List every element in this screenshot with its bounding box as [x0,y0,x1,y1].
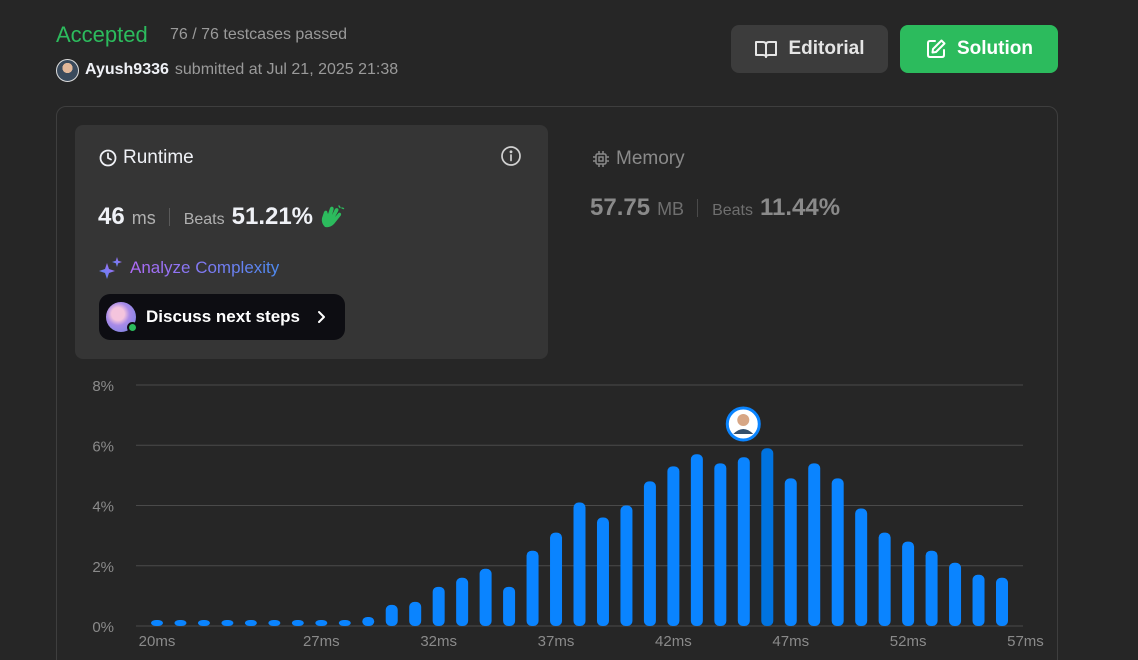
bar[interactable] [831,478,844,626]
username-link[interactable]: Ayush9336 [85,61,169,78]
bar[interactable] [362,616,375,626]
memory-label: Memory [616,148,685,169]
memory-value: 57.75 [590,194,651,221]
x-tick-label: 57ms [1007,633,1044,650]
bar[interactable] [808,463,821,626]
metric-divider [697,199,699,217]
x-tick-label: 47ms [772,633,809,650]
submitted-at-text: submitted at Jul 21, 2025 21:38 [174,61,399,78]
runtime-label: Runtime [123,147,194,168]
runtime-header: Runtime [99,147,194,169]
bar[interactable] [573,502,586,626]
memory-metric-row: 57.75 MB Beats 11.44% [590,194,840,222]
bar[interactable] [596,517,609,626]
bar[interactable] [432,586,445,626]
memory-beats-label: Beats [712,202,753,219]
bar[interactable] [925,550,938,626]
chip-icon [593,151,609,167]
bar[interactable] [338,619,351,626]
book-icon [755,41,778,58]
sparkle-icon [99,257,122,279]
solution-label: Solution [957,38,1033,59]
y-tick-label: 8% [92,378,114,395]
editorial-label: Editorial [788,38,865,59]
bar[interactable] [221,619,234,626]
status-accepted: Accepted [56,22,148,47]
analyze-complexity-link[interactable]: Analyze Complexity [99,257,279,279]
bar[interactable] [268,619,281,626]
y-tick-label: 2% [92,559,114,576]
bar[interactable] [949,562,962,626]
bar[interactable] [291,619,304,626]
x-tick-label: 20ms [139,633,176,650]
bar[interactable] [174,619,187,626]
discuss-next-steps-button[interactable]: Discuss next steps [99,294,345,340]
chevron-right-icon [318,311,326,323]
bar[interactable] [409,601,422,626]
submitter-row: Ayush9336 submitted at Jul 21, 2025 21:3… [56,58,398,82]
memory-unit: MB [657,199,685,219]
memory-tab[interactable]: Memory [592,148,685,170]
marker-avatar-face [737,414,750,426]
bar[interactable] [667,466,680,626]
y-tick-label: 4% [92,499,114,516]
metric-divider [168,208,170,226]
runtime-card[interactable]: Runtime 46 ms Beats 51.21% [75,125,548,359]
x-tick-label: 42ms [655,633,692,650]
x-tick-label: 37ms [538,633,575,650]
testcases-summary: 76 / 76 testcases passed [170,26,347,43]
bar[interactable] [526,550,539,626]
solution-button[interactable]: Solution [900,25,1058,73]
bar[interactable] [996,577,1008,626]
x-tick-label: 27ms [303,633,340,650]
editorial-button[interactable]: Editorial [731,25,888,73]
clap-icon [321,205,345,228]
discuss-label: Discuss next steps [146,307,301,326]
info-icon[interactable] [500,145,522,167]
y-tick-label: 6% [92,438,114,455]
bar[interactable] [315,619,328,626]
bar-selected[interactable] [761,448,774,626]
bar[interactable] [620,505,633,627]
runtime-beats-value: 51.21% [231,203,314,230]
x-tick-label: 52ms [890,633,927,650]
memory-beats-value: 11.44% [759,194,841,221]
bar[interactable] [385,604,398,626]
bar[interactable] [550,532,563,626]
assistant-avatar [106,302,138,333]
runtime-beats-label: Beats [183,211,225,228]
stats-panel [56,106,1058,660]
clock-icon [99,149,117,167]
bar[interactable] [902,541,915,626]
bar[interactable] [244,619,257,626]
runtime-unit: ms [131,208,156,228]
bar[interactable] [643,481,656,626]
user-avatar[interactable] [56,58,79,82]
runtime-metric-row: 46 ms Beats 51.21% [98,203,345,231]
bar[interactable] [197,619,210,626]
bar[interactable] [151,619,163,626]
bar[interactable] [972,574,985,626]
bar[interactable] [878,532,891,626]
marker-avatar-body [733,429,754,434]
runtime-value: 46 [98,203,125,230]
bar[interactable] [456,577,469,626]
online-status-dot [127,322,138,333]
bar[interactable] [855,508,868,626]
analyze-complexity-label: Analyze Complexity [130,258,280,277]
edit-icon [927,39,946,58]
bar[interactable] [737,457,750,626]
x-tick-label: 32ms [420,633,457,650]
bar[interactable] [690,454,703,626]
bar[interactable] [784,478,797,626]
bar[interactable] [503,586,516,626]
bar[interactable] [714,463,727,626]
bar[interactable] [479,568,492,626]
y-tick-label: 0% [92,619,114,636]
